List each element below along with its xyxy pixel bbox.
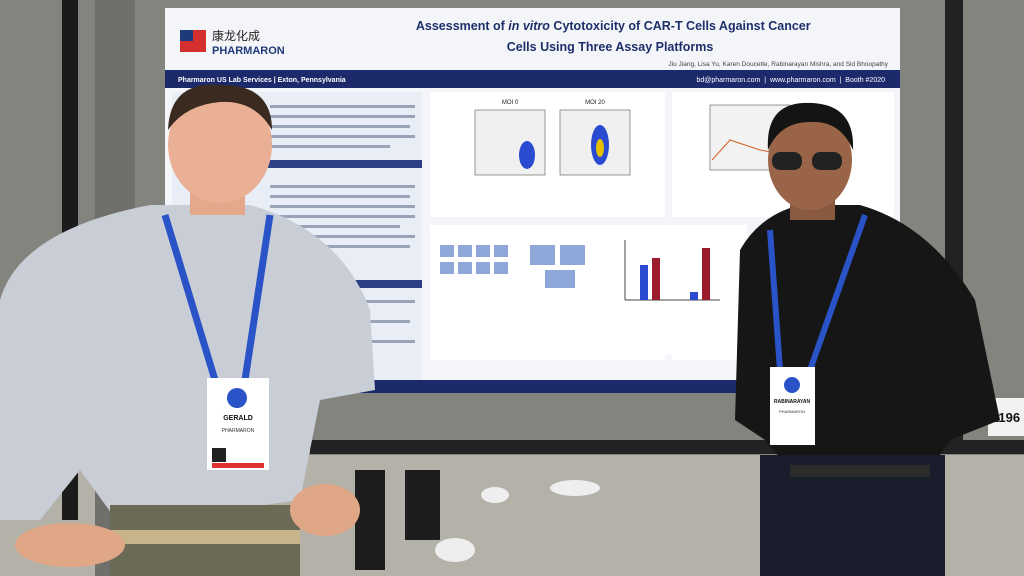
flow-grid <box>440 245 585 288</box>
left-person-shirt <box>0 205 375 525</box>
bar-shape <box>640 265 648 300</box>
hand <box>290 484 360 536</box>
logo-mark <box>180 30 193 41</box>
glasses <box>772 152 802 170</box>
badge-logo <box>227 388 247 408</box>
background-person <box>405 470 440 540</box>
flow-plot <box>474 109 546 176</box>
lanyard <box>161 213 274 382</box>
badge-name: GERALD <box>223 415 253 422</box>
poster-title: Cells Using Three Assay Platforms <box>507 40 714 54</box>
title-part: Cytotoxicity of CAR-T Cells Against Canc… <box>550 19 811 33</box>
badge-logo <box>784 377 800 393</box>
contact: bd@pharmaron.com | www.pharmaron.com | B… <box>696 77 885 84</box>
glasses <box>812 152 842 170</box>
shoe <box>550 480 600 496</box>
badge-name: RABINARAYAN <box>774 399 811 405</box>
bar-shape <box>690 292 698 300</box>
left-person-face <box>168 87 272 203</box>
hair <box>168 84 272 130</box>
hand <box>15 523 125 567</box>
belt <box>100 530 300 544</box>
figure-panel <box>610 225 740 355</box>
text-lines <box>270 105 415 343</box>
flow-cluster <box>519 141 535 169</box>
logo-en: PHARMARON <box>212 45 285 57</box>
bar-shape <box>652 258 660 300</box>
poster-title: Assessment of in vitro Cytotoxicity of C… <box>399 19 821 33</box>
logo-cn: 康龙化成 <box>212 28 260 43</box>
plot-label: MOI 20 <box>585 100 605 106</box>
org: Pharmaron US Lab Services | Exton, Penns… <box>178 77 346 84</box>
shoe <box>481 487 509 503</box>
title-part: in vitro <box>508 19 550 33</box>
lanyard <box>767 213 868 372</box>
qr-code <box>212 448 226 462</box>
badge-company: PHARMARON <box>779 409 805 414</box>
plot-label: MOI 0 <box>502 100 519 106</box>
badge-strip <box>212 463 264 468</box>
booth-number: 1196 <box>992 410 1020 425</box>
authors: Jiu Jiang, Lisa Yu, Karen Doucette, Rabi… <box>668 61 888 68</box>
badge-company: PHARMARON <box>222 428 255 434</box>
shoe <box>435 538 475 562</box>
title-part: Assessment of <box>416 19 508 33</box>
poster-band <box>165 70 900 88</box>
section-band <box>172 160 422 168</box>
background-person <box>355 470 385 570</box>
belt <box>790 465 930 477</box>
right-person-face <box>768 110 852 210</box>
bar-shape <box>702 248 710 300</box>
flow-cluster <box>596 139 604 157</box>
hair <box>767 102 854 150</box>
